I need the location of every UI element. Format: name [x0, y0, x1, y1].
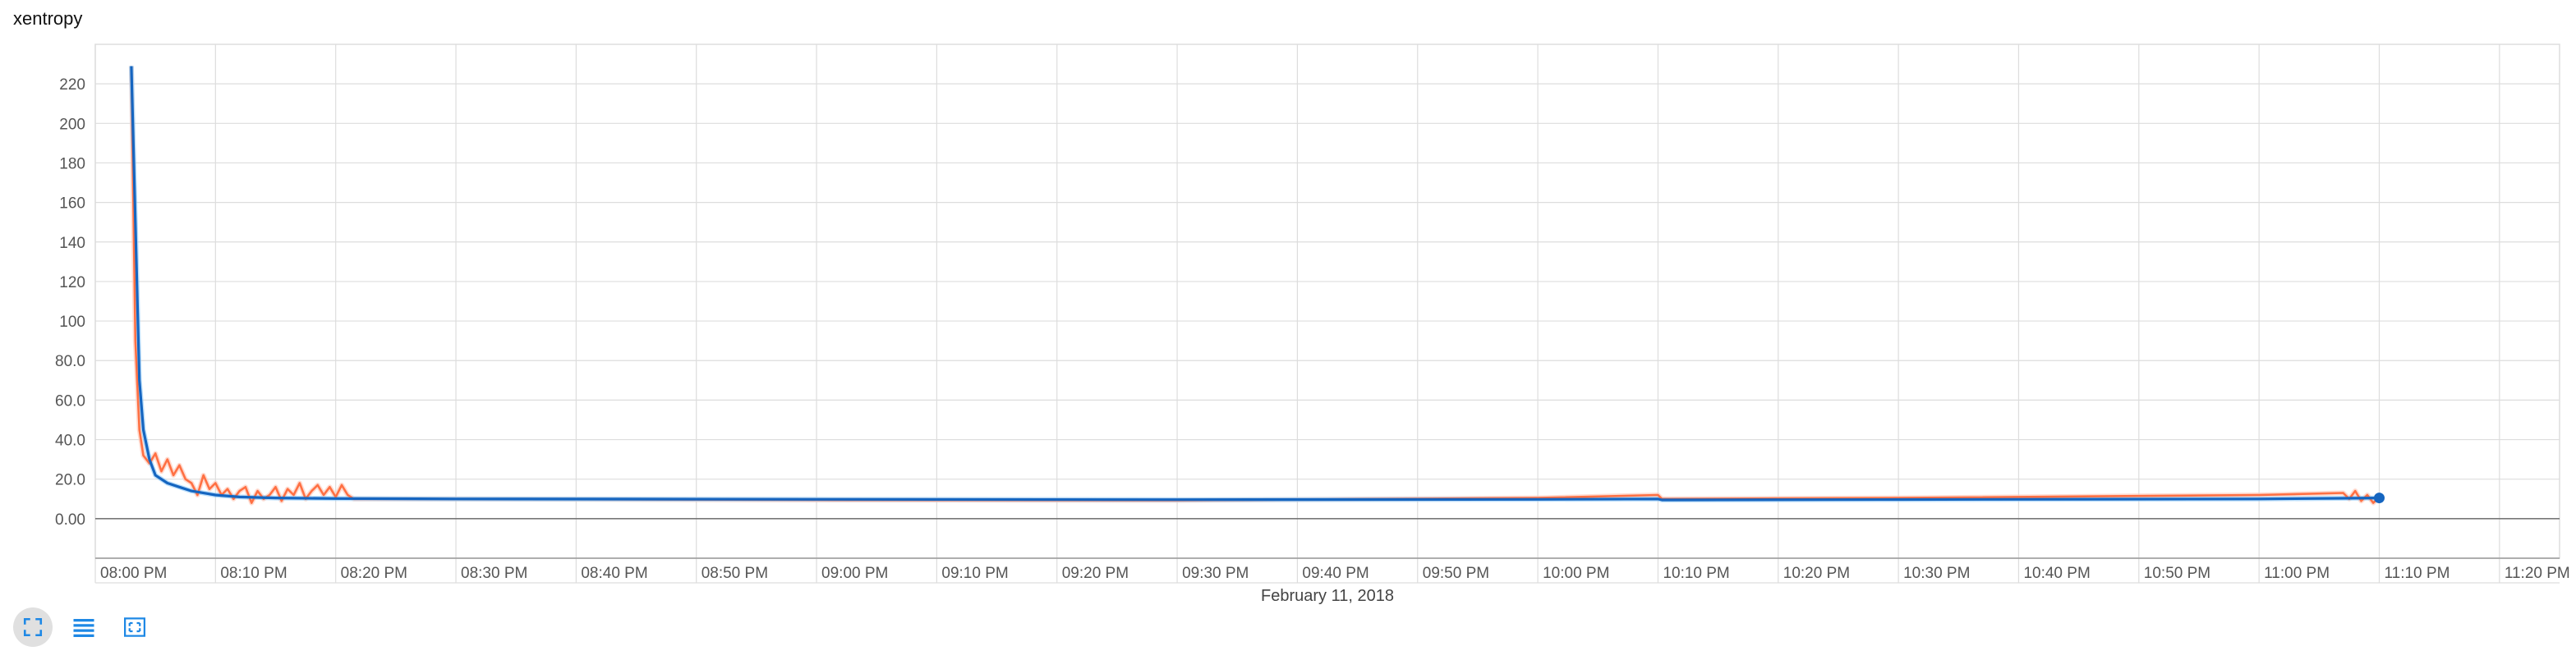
last-point-marker — [2373, 493, 2385, 504]
y-tick-label: 40.0 — [55, 433, 85, 450]
list-icon — [73, 619, 94, 637]
x-tick-label: 11:20 PM — [2505, 565, 2570, 582]
fit-domain-icon — [124, 617, 145, 637]
x-tick-label: 09:40 PM — [1302, 565, 1368, 582]
x-axis-date-label: February 11, 2018 — [1261, 587, 1394, 605]
line-chart: 0.00 20.0 40.0 60.0 80.0 100 120 140 160 180 200 22… — [55, 44, 2570, 605]
x-tick-label: 10:00 PM — [1543, 565, 1609, 582]
x-tick-label: 08:50 PM — [702, 565, 768, 582]
y-tick-label: 100 — [59, 314, 85, 331]
x-tick-label: 10:10 PM — [1663, 565, 1729, 582]
y-tick-label: 80.0 — [55, 353, 85, 370]
raw-series-line — [130, 66, 2380, 504]
chart-title: xentropy — [13, 8, 83, 29]
x-tick-label: 10:50 PM — [2144, 565, 2210, 582]
tick-labels: 0.00 20.0 40.0 60.0 80.0 100 120 140 160 180 200 22… — [55, 76, 2570, 605]
y-tick-label: 160 — [59, 195, 85, 213]
y-tick-label: 120 — [59, 274, 85, 291]
x-tick-label: 08:00 PM — [100, 565, 167, 582]
series-layer — [128, 66, 2385, 506]
x-tick-label: 11:10 PM — [2384, 565, 2450, 582]
y-tick-label: 180 — [59, 155, 85, 172]
y-tick-label: 0.00 — [55, 511, 85, 529]
x-tick-label: 09:10 PM — [941, 565, 1008, 582]
expand-icon — [23, 617, 43, 637]
x-tick-label: 09:30 PM — [1182, 565, 1249, 582]
y-tick-label: 60.0 — [55, 392, 85, 410]
expand-button[interactable] — [13, 607, 53, 647]
plot-border — [94, 44, 2560, 559]
y-tick-label: 220 — [59, 76, 85, 94]
x-tick-label: 09:00 PM — [821, 565, 888, 582]
x-tick-label: 10:20 PM — [1783, 565, 1850, 582]
x-tick-label: 10:40 PM — [2023, 565, 2090, 582]
y-tick-label: 200 — [59, 116, 85, 133]
x-tick-label: 09:20 PM — [1062, 565, 1129, 582]
x-tick-label: 11:00 PM — [2264, 565, 2330, 582]
raw-series-halo — [128, 66, 2381, 506]
grid — [94, 44, 2560, 583]
x-tick-label: 08:40 PM — [581, 565, 647, 582]
x-tick-label: 10:30 PM — [1903, 565, 1970, 582]
axes — [95, 518, 2560, 584]
x-tick-label: 09:50 PM — [1423, 565, 1489, 582]
x-tick-label: 08:10 PM — [220, 565, 287, 582]
toggle-log-list-button[interactable] — [64, 607, 104, 647]
y-tick-label: 140 — [59, 235, 85, 252]
x-tick-label: 08:30 PM — [461, 565, 527, 582]
y-tick-label: 20.0 — [55, 472, 85, 489]
chart-toolbar — [13, 607, 154, 647]
smoothed-series-halo — [128, 66, 2380, 502]
smoothed-series-line — [130, 66, 2380, 502]
x-tick-label: 08:20 PM — [341, 565, 407, 582]
fit-domain-button[interactable] — [115, 607, 154, 647]
